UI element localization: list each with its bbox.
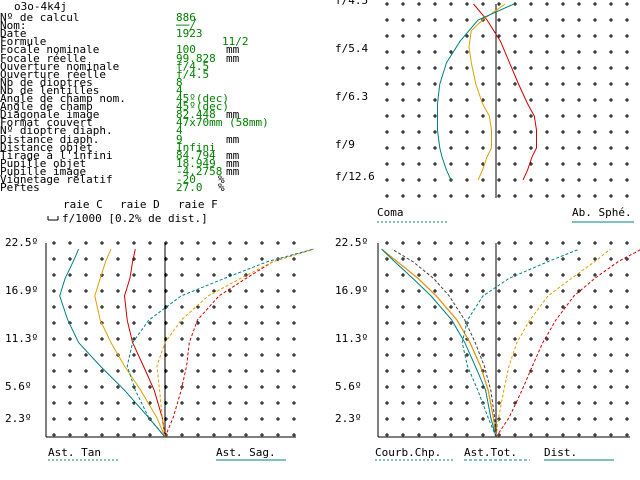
y-tick-label: 16.9º — [335, 284, 368, 297]
param-value: 4 — [176, 124, 183, 138]
series-raie-c-curv — [381, 248, 497, 438]
series-raie-d-curv — [381, 248, 497, 438]
y-tick-label: f/12.6 — [335, 170, 375, 183]
param-label: Ouverture nominale — [0, 59, 120, 73]
series-raie-c-sag — [164, 248, 314, 438]
series-raie-d-ast — [495, 248, 611, 438]
legend-raie-d: raie D — [120, 198, 160, 211]
series-raie-f — [437, 3, 515, 181]
param-value: f/4.5 — [176, 67, 210, 81]
param-unit: mm — [226, 132, 240, 146]
param-value: 82.448 — [176, 108, 216, 122]
param-value: 84.794 — [176, 148, 216, 162]
param-value: 11/2 — [222, 35, 249, 49]
y-tick-label: f/6.3 — [335, 90, 368, 103]
bottom-label-ast: Ast.Tot. — [464, 446, 517, 459]
y-tick-label: 22.5º — [5, 236, 38, 249]
param-label: Nom: — [0, 19, 27, 33]
y-tick-label: 22.5º — [335, 236, 368, 249]
param-value: 100 — [176, 43, 196, 57]
series-raie-f-tan — [59, 248, 166, 438]
param-label: Angle de champ nom. — [0, 92, 126, 105]
y-tick-label: f/9 — [335, 138, 355, 151]
param-unit: mm — [226, 156, 240, 170]
param-value: 45º(dec) — [176, 92, 229, 105]
param-label: Distance diaph. — [0, 132, 100, 146]
param-label: Nº de calcul — [0, 11, 80, 24]
param-value: -20 — [176, 173, 196, 186]
param-label: Nb de lentilles — [0, 83, 100, 97]
param-label: Ouverture réelle — [0, 67, 106, 81]
param-label: Vignetage relatif — [0, 173, 113, 186]
param-unit: % — [218, 181, 225, 195]
bottom-label-tan: Ast. Tan — [48, 446, 101, 459]
param-label: Focale réelle — [0, 51, 87, 65]
y-tick-label: 2.3º — [335, 412, 362, 425]
param-label: Nb de dioptres — [0, 75, 93, 89]
param-value: 27.0 — [176, 181, 203, 195]
y-tick-label: f/4.5 — [335, 0, 368, 7]
series-raie-c — [473, 3, 537, 181]
param-value: 99.828 — [176, 51, 216, 65]
series-raie-f-sag — [126, 248, 314, 438]
param-value: 8 — [176, 75, 183, 89]
series-raie-c-tan — [123, 248, 166, 438]
y-tick-label: 5.6º — [335, 380, 362, 393]
series-raie-d — [468, 3, 506, 181]
param-value: 4 — [176, 83, 183, 97]
series-raie-d-sag — [156, 248, 314, 438]
param-label: Date — [0, 27, 27, 41]
bottom-label-sag: Ast. Sag. — [216, 446, 276, 459]
legend-raie-c: raie C — [63, 198, 103, 211]
y-tick-label: 11.3º — [5, 332, 38, 345]
param-unit: mm — [226, 51, 240, 65]
param-unit: mm — [226, 43, 240, 57]
param-label: Distance objet — [0, 140, 93, 154]
y-tick-label: 16.9º — [5, 284, 38, 297]
scale-note: f/1000 [0.2% de dist.] — [62, 212, 208, 225]
bottom-label-curv: Courb.Chp. — [375, 446, 441, 459]
param-label: Pupille image — [0, 164, 87, 178]
legend-raie-f: raie F — [178, 198, 218, 211]
param-label: Formule — [0, 35, 47, 49]
param-value: 1923 — [176, 27, 203, 41]
bottom-label-coma: Coma — [377, 206, 404, 219]
series-raie-f-curv — [381, 248, 497, 438]
y-tick-label: 11.3º — [335, 332, 368, 345]
param-value: 45º(dec) — [176, 100, 229, 114]
param-value: f/4.5 — [176, 59, 210, 73]
param-value: 886 — [176, 11, 196, 24]
window-title: o3o-4k4j — [14, 0, 67, 13]
param-label: Focale nominale — [0, 43, 100, 57]
param-label: Angle de champ — [0, 100, 93, 114]
param-label: Pertes — [0, 181, 40, 195]
param-value: ──╱ — [176, 19, 196, 33]
series-raie-f-ast — [461, 248, 580, 438]
param-unit: mm — [226, 148, 240, 162]
y-tick-label: 2.3º — [5, 412, 32, 425]
param-unit: mm — [226, 108, 240, 122]
param-label: Format couvert — [0, 116, 93, 130]
param-label: Pupille objet — [0, 156, 87, 170]
param-value: 47x70mm (58mm) — [176, 116, 269, 130]
param-value: -4.2758 — [176, 164, 223, 178]
series-dist-dist — [391, 248, 497, 438]
param-label: Nº dioptre diaph. — [0, 124, 113, 138]
series-raie-d-tan — [94, 248, 166, 438]
y-tick-label: 5.6º — [5, 380, 32, 393]
param-label: Diagonale image — [0, 108, 100, 122]
param-value: 9 — [176, 132, 183, 146]
bottom-label-dist: Dist. — [544, 446, 577, 459]
param-label: Tirage à l'infini — [0, 148, 113, 162]
param-value: 18.949 — [176, 156, 216, 170]
param-unit: % — [218, 173, 225, 186]
y-tick-label: f/5.4 — [335, 42, 368, 55]
param-unit: mm — [226, 164, 240, 178]
param-value: Infini — [176, 140, 216, 154]
bottom-label-sph: Ab. Sphé. — [572, 206, 632, 219]
series-raie-c-ast — [495, 249, 640, 438]
